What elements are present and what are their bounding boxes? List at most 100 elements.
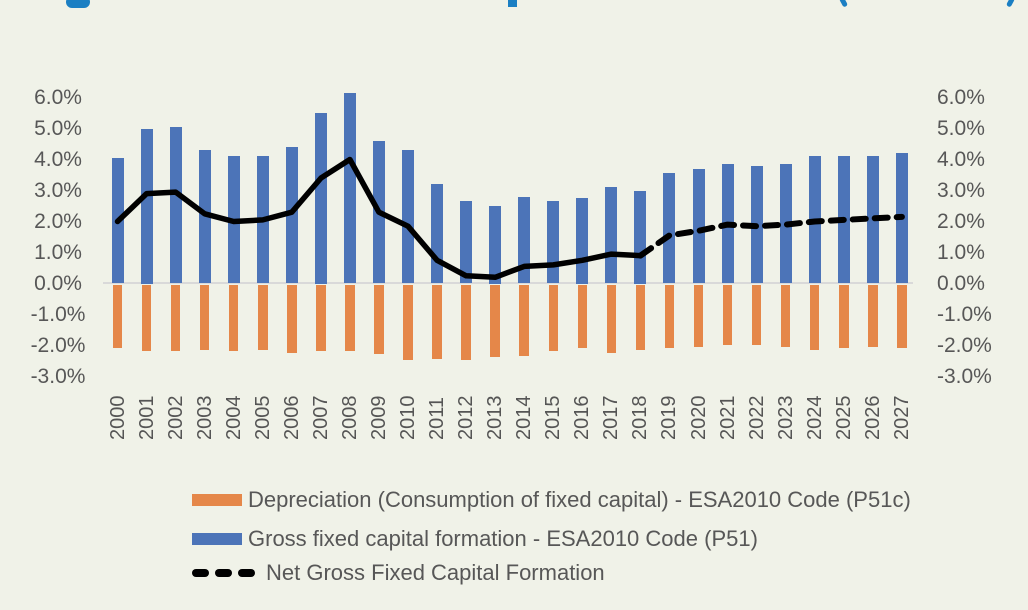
x-label-2019: 2019 — [658, 395, 681, 441]
y-tick-right-2.0%: 2.0% — [937, 209, 985, 233]
x-label-2012: 2012 — [455, 395, 478, 441]
depreciation-bar-2013 — [490, 284, 500, 358]
gross-bar-2027 — [895, 153, 908, 284]
legend-label-depreciation: Depreciation (Consumption of fixed capit… — [248, 487, 911, 512]
gross-bar-2014 — [518, 196, 531, 284]
depreciation-bar-2021 — [722, 284, 733, 345]
gross-bar-2022 — [750, 165, 763, 284]
y-tick-left-1.0%: 1.0% — [34, 240, 82, 264]
x-label-2007: 2007 — [309, 395, 332, 441]
gross-bar-2009 — [372, 140, 385, 284]
depreciation-bar-2003 — [199, 284, 210, 350]
gross-bar-2019 — [663, 173, 676, 284]
gross-bar-2024 — [808, 156, 821, 284]
x-label-2016: 2016 — [571, 395, 594, 441]
gross-bar-2015 — [547, 201, 560, 284]
depreciation-bar-2027 — [897, 284, 907, 349]
legend-item-depreciation: Depreciation (Consumption of fixed capit… — [192, 487, 911, 513]
x-label-2023: 2023 — [774, 395, 797, 441]
x-label-2004: 2004 — [222, 395, 245, 441]
x-label-2021: 2021 — [716, 395, 739, 441]
clipped-title-g-descender — [66, 0, 90, 8]
x-label-2010: 2010 — [397, 395, 419, 441]
gross-bar-2025 — [837, 156, 850, 284]
depreciation-bar-2023 — [780, 284, 791, 347]
depreciation-bar-2024 — [809, 284, 820, 350]
x-label-2018: 2018 — [629, 395, 652, 441]
y-tick-left--3.0%: -3.0% — [30, 364, 86, 388]
depreciation-bar-2010 — [403, 284, 413, 361]
depreciation-bar-2001 — [141, 284, 152, 352]
x-label-2026: 2026 — [861, 395, 884, 441]
gross-bar-2006 — [285, 147, 298, 284]
x-label-2017: 2017 — [600, 395, 623, 441]
legend-item-gross-fixed-capital: Gross fixed capital formation - ESA2010 … — [192, 526, 758, 552]
depreciation-swatch — [192, 494, 242, 506]
gross-fixed-capital-swatch — [192, 533, 242, 545]
x-label-2000: 2000 — [106, 395, 129, 441]
clipped-title-close-paren — [1005, 0, 1016, 8]
clipped-title-p-descender — [508, 0, 517, 7]
y-tick-left--1.0%: -1.0% — [30, 302, 86, 326]
depreciation-bar-2009 — [374, 284, 384, 355]
depreciation-bar-2004 — [228, 284, 239, 352]
depreciation-bar-2000 — [112, 284, 123, 349]
depreciation-bar-2008 — [345, 284, 355, 352]
depreciation-bar-2026 — [868, 284, 878, 347]
gross-bar-2008 — [343, 92, 356, 284]
depreciation-bar-2014 — [519, 284, 529, 356]
net-line-dash-swatch — [192, 569, 255, 577]
depreciation-bar-2020 — [693, 284, 704, 347]
gross-bar-2004 — [227, 156, 240, 284]
depreciation-bar-2007 — [316, 284, 326, 352]
depreciation-bar-2006 — [287, 284, 297, 353]
x-label-2003: 2003 — [193, 395, 216, 441]
x-label-2014: 2014 — [513, 395, 536, 441]
y-tick-left--2.0%: -2.0% — [30, 333, 86, 357]
x-label-2001: 2001 — [135, 395, 158, 441]
x-label-2008: 2008 — [338, 395, 361, 441]
x-label-2027: 2027 — [890, 395, 913, 441]
gross-bar-2003 — [198, 150, 211, 284]
x-label-2011: 2011 — [426, 396, 449, 440]
y-tick-left-0.0%: 0.0% — [34, 271, 82, 295]
legend-label-gross-fixed-capital: Gross fixed capital formation - ESA2010 … — [248, 526, 758, 551]
depreciation-bar-2005 — [258, 284, 268, 350]
y-tick-left-3.0%: 3.0% — [34, 178, 82, 202]
depreciation-bar-2019 — [664, 284, 675, 349]
gross-bar-2023 — [779, 164, 792, 284]
legend-item-net-formation: Net Gross Fixed Capital Formation — [192, 560, 605, 586]
y-tick-right--1.0%: -1.0% — [937, 302, 992, 326]
zero-axis-line — [103, 282, 913, 284]
y-tick-left-4.0%: 4.0% — [34, 147, 82, 171]
depreciation-bar-2022 — [751, 284, 762, 345]
gross-bar-2013 — [489, 206, 502, 284]
x-label-2015: 2015 — [542, 395, 565, 441]
y-tick-right-5.0%: 5.0% — [937, 116, 985, 140]
y-tick-right--3.0%: -3.0% — [937, 364, 992, 388]
gross-bar-2000 — [111, 157, 124, 284]
y-tick-left-2.0%: 2.0% — [34, 209, 82, 233]
gross-bar-2026 — [866, 156, 879, 284]
gross-bar-2017 — [605, 187, 618, 284]
x-label-2025: 2025 — [832, 395, 855, 441]
depreciation-bar-2002 — [170, 284, 181, 352]
y-tick-right-3.0%: 3.0% — [937, 178, 985, 202]
gross-bar-2001 — [140, 128, 153, 284]
x-label-2024: 2024 — [803, 395, 826, 441]
depreciation-bar-2017 — [606, 284, 617, 353]
x-label-2013: 2013 — [484, 395, 507, 441]
gross-bar-2018 — [634, 190, 647, 284]
y-tick-right-4.0%: 4.0% — [937, 147, 985, 171]
gross-bar-2016 — [576, 198, 589, 284]
x-label-2022: 2022 — [745, 395, 768, 441]
y-tick-right-6.0%: 6.0% — [937, 85, 985, 109]
depreciation-bar-2016 — [577, 284, 588, 349]
y-tick-right--2.0%: -2.0% — [937, 333, 992, 357]
gross-bar-2012 — [460, 201, 473, 284]
x-label-2005: 2005 — [251, 395, 274, 441]
depreciation-bar-2018 — [635, 284, 646, 350]
x-label-2006: 2006 — [280, 395, 303, 441]
x-label-2002: 2002 — [164, 395, 187, 441]
